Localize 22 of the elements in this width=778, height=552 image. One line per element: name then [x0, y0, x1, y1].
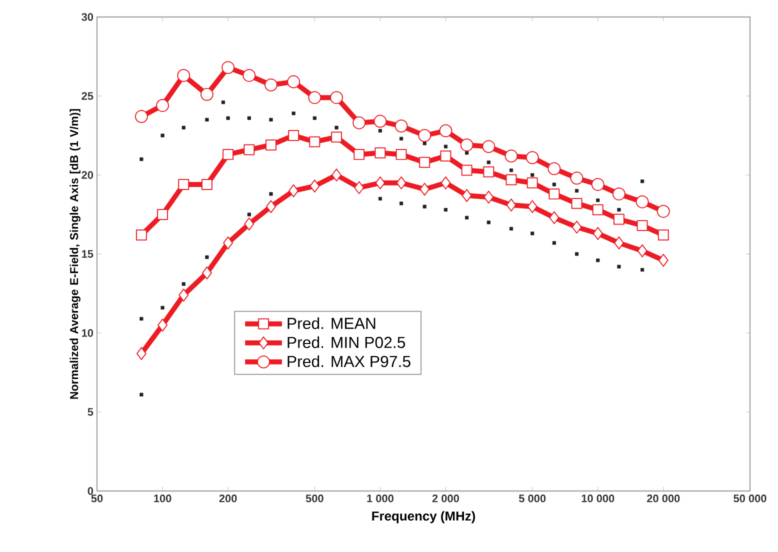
x-tick-label: 50 — [91, 494, 103, 502]
x-tick-label: 1 000 — [367, 494, 394, 502]
y-axis-title: Normalized Average E-Field, Single Axis [dB (1 V/m)] — [70, 109, 80, 399]
x-tick-label: 10 000 — [582, 494, 614, 502]
x-axis-title: Frequency (MHz) — [372, 511, 476, 524]
y-tick-label: 25 — [82, 92, 94, 100]
x-tick-label: 2 000 — [432, 494, 459, 502]
y-tick-label: 20 — [82, 171, 94, 179]
y-tick-label: 30 — [82, 13, 94, 21]
y-tick-label: 15 — [82, 250, 94, 258]
legend-label: Pred. MEAN — [288, 317, 376, 330]
x-tick-label: 200 — [219, 494, 237, 502]
legend-label: Pred. MAX P97.5 — [288, 355, 410, 368]
y-tick-label: 10 — [82, 329, 94, 337]
x-tick-label: 50 000 — [734, 494, 766, 502]
x-tick-label: 20 000 — [647, 494, 680, 502]
x-tick-label: 5 000 — [518, 494, 546, 502]
y-tick-label: 0 — [88, 487, 94, 495]
x-tick-label: 500 — [306, 494, 324, 502]
y-tick-label: 5 — [88, 408, 94, 416]
x-tick-label: 100 — [154, 494, 172, 502]
legend-label: Pred. MIN P02.5 — [288, 336, 406, 348]
